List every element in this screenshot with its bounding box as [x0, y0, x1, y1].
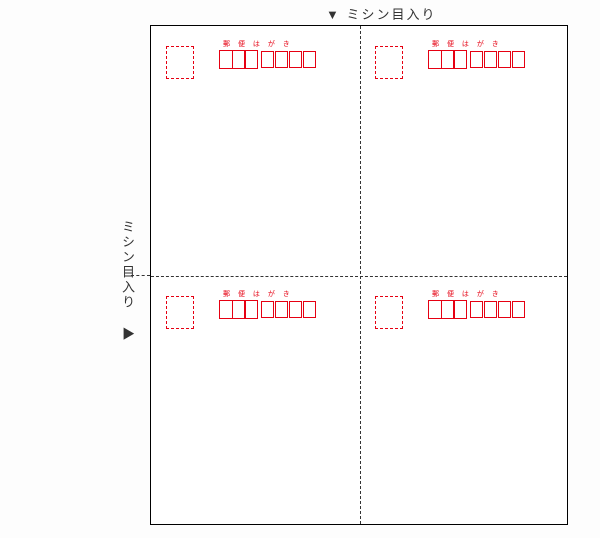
zipcode-box-small [261, 301, 274, 318]
zipcode-box-big [453, 300, 467, 319]
zipcode-box-small [275, 51, 288, 68]
zipcode-box-small [289, 51, 302, 68]
hagaki-label: 郵 便 は が き [432, 289, 502, 299]
zipcode-box-big [453, 50, 467, 69]
zipcode-box-big [244, 50, 258, 69]
hagaki-label: 郵 便 は が き [432, 39, 502, 49]
stamp-box [166, 296, 194, 329]
stamp-box [375, 46, 403, 79]
perforation-label-top-text: ミシン目入り [347, 7, 437, 22]
postcard-quadrant: 郵 便 は が き [151, 276, 360, 526]
zipcode-box-small [303, 301, 316, 318]
zipcode-box-small [289, 301, 302, 318]
zipcode-box-small [498, 51, 511, 68]
perforation-label-left: ミシン目入り ▶ [118, 220, 137, 342]
zipcode-boxes [219, 50, 316, 69]
perforation-label-left-text: ミシン目入り [120, 220, 135, 310]
zipcode-box-small [498, 301, 511, 318]
stamp-box [375, 296, 403, 329]
hagaki-label: 郵 便 は が き [223, 289, 293, 299]
zipcode-boxes [428, 300, 525, 319]
zipcode-box-small [484, 51, 497, 68]
zipcode-box-small [470, 301, 483, 318]
down-arrow-icon: ▼ [326, 7, 341, 22]
diagram-stage: ▼ ミシン目入り ミシン目入り ▶ 郵 便 は が き郵 便 は が き郵 便 … [0, 0, 600, 538]
zipcode-boxes [428, 50, 525, 69]
zipcode-box-small [484, 301, 497, 318]
a4-sheet: 郵 便 は が き郵 便 は が き郵 便 は が き郵 便 は が き [150, 25, 568, 525]
stamp-box [166, 46, 194, 79]
postcard-quadrant: 郵 便 は が き [151, 26, 360, 276]
zipcode-box-small [470, 51, 483, 68]
zipcode-boxes [219, 300, 316, 319]
zipcode-box-small [512, 51, 525, 68]
perforation-line-horizontal-ext [131, 275, 150, 276]
right-arrow-icon: ▶ [120, 327, 135, 342]
postcard-quadrant: 郵 便 は が き [360, 276, 569, 526]
perforation-label-top: ▼ ミシン目入り [326, 4, 437, 23]
hagaki-label: 郵 便 は が き [223, 39, 293, 49]
zipcode-box-small [512, 301, 525, 318]
zipcode-box-small [303, 51, 316, 68]
zipcode-box-small [275, 301, 288, 318]
postcard-quadrant: 郵 便 は が き [360, 26, 569, 276]
zipcode-box-big [244, 300, 258, 319]
zipcode-box-small [261, 51, 274, 68]
